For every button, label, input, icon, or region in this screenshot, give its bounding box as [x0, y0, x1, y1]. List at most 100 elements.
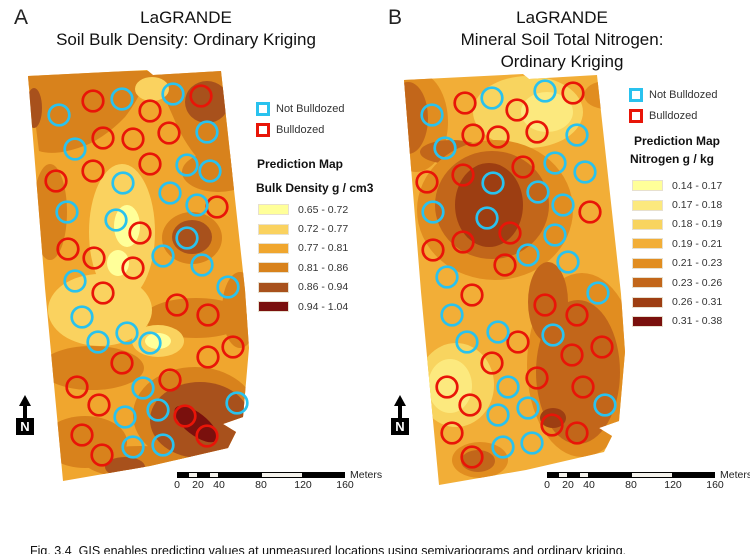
- not-bulldozed-sample-point: [516, 396, 540, 420]
- class-range-label: 0.31 - 0.38: [672, 315, 723, 328]
- legend-a-classes: 0.65 - 0.72 0.72 - 0.77 0.77 - 0.81 0.81…: [258, 200, 348, 316]
- legend-class-row: 0.19 - 0.21: [632, 234, 722, 253]
- not-bulldozed-sample-point: [110, 87, 134, 111]
- not-bulldozed-sample-point: [55, 200, 79, 224]
- caption-line1: Fig. 3.4 GIS enables predicting values a…: [30, 544, 627, 554]
- not-bulldozed-sample-point: [47, 103, 71, 127]
- bulldozed-sample-point: [221, 335, 245, 359]
- not-bulldozed-sample-point: [435, 265, 459, 289]
- bulldozed-sample-point: [435, 375, 459, 399]
- bulldozed-swatch: [256, 122, 270, 137]
- not-bulldozed-sample-point: [86, 330, 110, 354]
- bulldozed-sample-point: [480, 351, 504, 375]
- bulldozed-sample-point: [87, 393, 111, 417]
- bulldozed-sample-point: [578, 200, 602, 224]
- not-bulldozed-sample-point: [565, 123, 589, 147]
- panel-a-title: LaGRANDE Soil Bulk Density: Ordinary Kri…: [6, 7, 366, 51]
- bulldozed-sample-point: [421, 238, 445, 262]
- sample-points-b: [415, 79, 617, 469]
- bulldozed-sample-point: [70, 423, 94, 447]
- class-color-swatch: [632, 180, 663, 192]
- not-bulldozed-sample-point: [190, 253, 214, 277]
- class-range-label: 0.26 - 0.31: [672, 296, 723, 309]
- bulldozed-sample-point: [451, 230, 475, 254]
- class-color-swatch: [258, 262, 289, 274]
- class-color-swatch: [258, 242, 289, 254]
- bulldozed-sample-point: [440, 421, 464, 445]
- north-arrow-shaft: [398, 406, 402, 418]
- scale-tick: 80: [625, 479, 637, 491]
- bulldozed-sample-point: [196, 345, 220, 369]
- panel-b-title: LaGRANDE Mineral Soil Total Nitrogen: Or…: [382, 7, 742, 73]
- not-bulldozed-sample-point: [225, 391, 249, 415]
- not-bulldozed-label: Not Bulldozed: [649, 88, 718, 101]
- not-bulldozed-sample-point: [151, 433, 175, 457]
- class-color-swatch: [258, 204, 289, 216]
- bulldozed-sample-point: [81, 89, 105, 113]
- not-bulldozed-sample-point: [440, 303, 464, 327]
- bulldozed-sample-point: [525, 120, 549, 144]
- legend-class-row: 0.18 - 0.19: [632, 215, 722, 234]
- not-bulldozed-sample-point: [185, 193, 209, 217]
- legend-class-row: 0.23 - 0.26: [632, 273, 722, 292]
- panel-b-title-line1: LaGRANDE: [516, 8, 608, 27]
- bulldozed-label: Bulldozed: [276, 123, 325, 136]
- not-bulldozed-sample-point: [115, 321, 139, 345]
- north-label: N: [16, 418, 34, 435]
- panel-a-label: A: [14, 6, 29, 29]
- bulldozed-label: Bulldozed: [649, 109, 698, 122]
- class-color-swatch: [632, 315, 663, 327]
- bulldozed-sample-point: [44, 169, 68, 193]
- legend-class-row: 0.17 - 0.18: [632, 195, 722, 214]
- class-range-label: 0.19 - 0.21: [672, 237, 723, 250]
- legend-a-bulldozed: Bulldozed: [256, 122, 324, 137]
- scale-tick: 0: [544, 479, 550, 491]
- bulldozed-sample-point: [511, 155, 535, 179]
- not-bulldozed-sample-point: [455, 330, 479, 354]
- panel-b-title-line2: Mineral Soil Total Nitrogen:: [460, 30, 664, 49]
- bulldozed-sample-point: [565, 303, 589, 327]
- figure-caption: Fig. 3.4 GIS enables predicting values a…: [30, 506, 730, 554]
- not-bulldozed-sample-point: [496, 375, 520, 399]
- bulldozed-sample-point: [81, 159, 105, 183]
- class-color-swatch: [632, 218, 663, 230]
- not-bulldozed-sample-point: [151, 244, 175, 268]
- class-color-swatch: [632, 257, 663, 269]
- not-bulldozed-swatch: [256, 101, 270, 116]
- legend-a-heading: Prediction Map: [257, 157, 344, 171]
- class-color-swatch: [258, 223, 289, 235]
- not-bulldozed-swatch: [629, 87, 643, 102]
- class-color-swatch: [258, 281, 289, 293]
- class-color-swatch: [632, 277, 663, 289]
- scale-tick: 40: [213, 479, 225, 491]
- bulldozed-sample-point: [561, 81, 585, 105]
- bulldozed-sample-point: [91, 281, 115, 305]
- class-range-label: 0.65 - 0.72: [298, 203, 349, 216]
- legend-class-row: 0.65 - 0.72: [258, 200, 348, 219]
- class-range-label: 0.17 - 0.18: [672, 199, 723, 212]
- north-arrow-head: [19, 395, 31, 406]
- not-bulldozed-label: Not Bulldozed: [276, 102, 345, 115]
- bulldozed-sample-point: [460, 283, 484, 307]
- legend-class-row: 0.14 - 0.17: [632, 176, 722, 195]
- bulldozed-sample-point: [458, 393, 482, 417]
- bulldozed-sample-point: [525, 366, 549, 390]
- bulldozed-sample-point: [590, 335, 614, 359]
- bulldozed-sample-point: [138, 99, 162, 123]
- not-bulldozed-sample-point: [433, 136, 457, 160]
- class-range-label: 0.86 - 0.94: [298, 281, 349, 294]
- legend-b-bulldozed: Bulldozed: [629, 108, 697, 123]
- bulldozed-sample-point: [498, 221, 522, 245]
- bulldozed-sample-point: [560, 343, 584, 367]
- scale-tick: 40: [583, 479, 595, 491]
- class-color-swatch: [258, 301, 289, 313]
- bulldozed-sample-point: [540, 413, 564, 437]
- scale-tick: 20: [192, 479, 204, 491]
- north-label: N: [391, 418, 409, 435]
- scale-bar-segments: [177, 472, 345, 478]
- bulldozed-sample-point: [506, 330, 530, 354]
- class-range-label: 0.77 - 0.81: [298, 242, 349, 255]
- not-bulldozed-sample-point: [138, 331, 162, 355]
- scale-bar-segments: [547, 472, 715, 478]
